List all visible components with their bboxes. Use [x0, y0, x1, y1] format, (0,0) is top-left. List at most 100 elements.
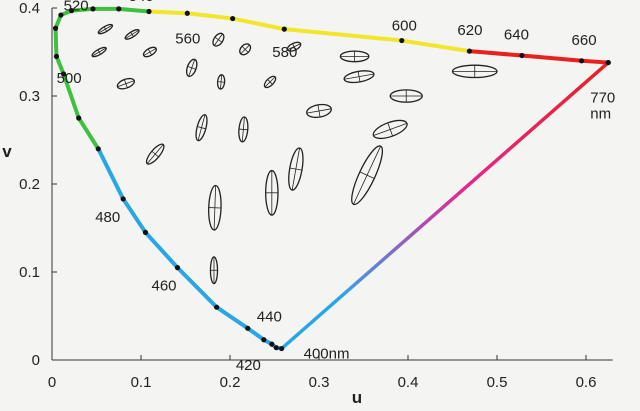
x-tick-label: 0.1 — [131, 374, 152, 391]
locus-point — [174, 265, 181, 271]
ellipse-minor-axis — [387, 122, 393, 137]
locus-point — [90, 6, 96, 12]
macadam-ellipse — [372, 119, 408, 140]
locus-segment — [230, 16, 287, 32]
macadam-ellipse — [195, 114, 208, 142]
locus-point — [578, 58, 585, 64]
locus-point — [230, 15, 236, 22]
locus-point — [58, 12, 64, 18]
locus-segment — [282, 27, 404, 43]
y-tick-label: 0.1 — [19, 264, 40, 281]
ellipse-outline — [91, 46, 107, 58]
macadam-ellipse — [97, 23, 114, 35]
locus-segment — [579, 58, 611, 65]
locus-point — [76, 115, 82, 121]
macadam-ellipse — [91, 46, 107, 58]
ellipse-minor-axis — [130, 31, 134, 37]
spectral-locus — [53, 6, 611, 351]
line-of-purples — [343, 60, 610, 295]
macadam-ellipse — [239, 43, 252, 56]
ellipse-minor-axis — [357, 71, 361, 82]
locus-point — [245, 325, 251, 331]
locus-segment — [185, 11, 235, 21]
ellipse-outline — [208, 184, 222, 231]
locus-segment — [69, 6, 95, 13]
ellipse-minor-axis — [214, 36, 223, 43]
wavelength-label: 420 — [236, 357, 261, 374]
locus-segment — [76, 116, 101, 151]
ellipse-minor-axis — [317, 104, 321, 118]
locus-segment — [96, 146, 126, 201]
y-tick-label: 0.4 — [19, 0, 40, 17]
locus-point — [281, 26, 287, 32]
x-tick-label: 0 — [48, 374, 56, 391]
locus-segment — [54, 54, 66, 76]
locus-segment — [175, 265, 219, 310]
wavelength-label: 540 — [129, 0, 154, 5]
locus-segment — [116, 6, 152, 14]
macadam-ellipse — [451, 64, 498, 79]
x-tick-label: 0.6 — [576, 374, 597, 391]
wavelength-label: nm — [590, 106, 611, 123]
locus-point — [184, 10, 190, 16]
ellipse-minor-axis — [289, 167, 302, 171]
y-tick-label: 0 — [32, 352, 40, 369]
ellipse-minor-axis — [103, 26, 108, 32]
macadam-ellipse — [209, 256, 219, 285]
ellipse-minor-axis — [147, 48, 153, 56]
ellipse-minor-axis — [217, 81, 225, 83]
ellipse-minor-axis — [292, 43, 296, 51]
macadam-ellipse — [339, 50, 370, 63]
macadam-ellipse — [124, 28, 140, 40]
wavelength-label: 580 — [272, 44, 297, 61]
y-tick-label: 0.2 — [19, 176, 40, 193]
locus-point — [68, 8, 75, 14]
wavelength-label: 770 — [590, 90, 615, 107]
macadam-ellipse — [116, 77, 136, 90]
locus-point — [120, 196, 126, 202]
ellipse-minor-axis — [123, 79, 128, 88]
locus-point — [269, 341, 275, 347]
x-tick-label: 0.3 — [309, 374, 330, 391]
y-axis-label: v — [2, 142, 12, 161]
locus-point — [273, 345, 279, 351]
locus-point — [279, 345, 285, 352]
macadam-ellipse — [343, 70, 375, 84]
x-tick-label: 0.4 — [398, 374, 419, 391]
locus-segment — [214, 305, 250, 331]
macadam-ellipse — [306, 103, 332, 119]
locus-segment — [121, 196, 148, 235]
macadam-ellipse — [351, 145, 384, 206]
ellipse-minor-axis — [151, 150, 159, 158]
ellipse-minor-axis — [197, 126, 206, 130]
wavelength-label: 440 — [257, 308, 282, 325]
locus-point — [519, 52, 525, 59]
x-axis-label: u — [352, 388, 362, 407]
locus-point — [95, 146, 101, 152]
ellipse-minor-axis — [241, 45, 249, 53]
macadam-ellipse — [212, 32, 225, 47]
locus-point — [214, 304, 220, 310]
locus-point — [52, 25, 59, 31]
locus-point — [261, 337, 267, 343]
wavelength-label: 600 — [392, 18, 417, 35]
macadam-ellipse — [389, 89, 423, 103]
wavelength-label: 520 — [64, 0, 89, 15]
macadam-ellipse — [185, 58, 198, 77]
locus-segment — [245, 326, 266, 342]
macadam-ellipse — [208, 184, 222, 231]
locus-segment — [147, 9, 190, 16]
macadam-ellipse — [238, 116, 249, 143]
macadam-ellipse — [288, 147, 304, 191]
macadam-ellipses — [91, 23, 498, 285]
y-tick-label: 0.3 — [19, 88, 40, 105]
locus-segment — [61, 72, 81, 120]
macadam-ellipse — [145, 143, 165, 165]
x-tick-label: 0.2 — [220, 374, 241, 391]
wavelength-label: 480 — [95, 209, 120, 226]
locus-point — [53, 53, 60, 60]
ellipse-minor-axis — [267, 79, 273, 85]
locus-point — [116, 6, 122, 12]
wavelength-label: 620 — [457, 22, 482, 39]
